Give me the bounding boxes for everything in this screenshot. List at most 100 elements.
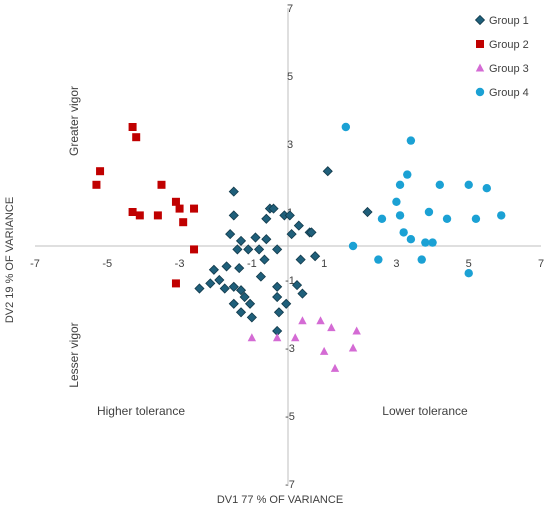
- group-2-point: [157, 180, 166, 189]
- group-2-point: [175, 204, 184, 213]
- group-4-point: [374, 255, 383, 264]
- group-3-point: [298, 316, 307, 325]
- annotation-higher-tolerance: Higher tolerance: [97, 404, 185, 418]
- group-3-point: [316, 316, 325, 325]
- group-3-point: [272, 333, 282, 342]
- group-4-point: [403, 170, 412, 179]
- group-2-legend-marker: [476, 40, 484, 48]
- group-1-point: [286, 229, 297, 240]
- group-1-point: [235, 285, 247, 296]
- x-tick-label: -1: [247, 258, 257, 270]
- x-tick-labels: -7 -5 -3 -1 1 3 5 7: [30, 258, 544, 270]
- legend: Group 1 Group 2 Group 3 Group 4: [474, 14, 529, 99]
- group-4-point: [428, 238, 437, 247]
- group-1-point: [246, 312, 257, 323]
- group-1-point: [268, 203, 279, 214]
- group-4-point: [442, 214, 452, 223]
- annotation-lower-tolerance: Lower tolerance: [382, 404, 468, 418]
- group-1-point: [293, 220, 304, 231]
- group-1-point: [272, 281, 283, 292]
- x-tick-label: -3: [175, 258, 185, 270]
- group-4-point: [424, 207, 434, 217]
- annotation-lesser-vigor: Lesser vigor: [67, 322, 81, 387]
- y-tick-label: -5: [285, 411, 295, 423]
- group-4-point: [341, 122, 351, 132]
- x-tick-label: 7: [538, 258, 544, 270]
- group-2-point: [96, 167, 105, 176]
- group-1-point: [228, 210, 239, 221]
- data-points: [92, 122, 506, 372]
- group-1-point: [208, 264, 219, 275]
- group-3-point: [327, 323, 336, 332]
- y-tick-label: -1: [285, 275, 295, 287]
- group-4-point: [417, 255, 426, 264]
- group-1-point: [273, 307, 285, 318]
- group-4-point: [406, 235, 416, 244]
- x-tick-label: -5: [102, 258, 112, 270]
- group-4-point: [497, 211, 506, 220]
- y-tick-label: -7: [285, 479, 295, 491]
- group-1-point: [225, 229, 236, 240]
- group-4-point: [471, 214, 481, 223]
- group-4-point: [399, 228, 408, 237]
- group-1-point: [243, 244, 254, 255]
- group-4-point: [395, 180, 405, 189]
- group-3-legend-marker: [475, 63, 485, 72]
- group-1-point: [255, 271, 266, 282]
- group-1-point: [194, 283, 205, 294]
- group-1-point: [219, 283, 230, 294]
- x-tick-label: -7: [30, 258, 40, 270]
- group-4-point: [464, 180, 473, 189]
- group-1-point: [232, 244, 243, 255]
- group-2-legend-label: Group 2: [489, 39, 529, 51]
- group-4-point: [395, 211, 405, 220]
- group-2-point: [153, 211, 162, 220]
- group-4-legend-marker: [475, 87, 485, 97]
- group-3-point: [348, 343, 358, 352]
- x-tick-label: 5: [466, 258, 472, 270]
- group-4-point: [377, 214, 387, 223]
- group-4-point: [464, 269, 473, 278]
- group-1-point: [272, 244, 283, 255]
- group-4-point: [392, 197, 401, 206]
- group-1-legend-marker: [474, 14, 486, 26]
- group-1-point: [254, 244, 265, 255]
- group-2-point: [128, 123, 137, 131]
- x-tick-label: 1: [321, 258, 327, 270]
- y-tick-label: -3: [285, 343, 295, 355]
- axes: [35, 8, 541, 484]
- group-1-point: [295, 254, 306, 265]
- group-2-point: [92, 180, 101, 189]
- group-1-point: [261, 234, 272, 245]
- group-1-point: [235, 307, 247, 318]
- group-1-legend-label: Group 1: [489, 15, 529, 27]
- group-3-point: [247, 333, 257, 342]
- x-axis-title: DV1 77 % OF VARIANCE: [217, 494, 343, 506]
- group-1-point: [234, 263, 245, 274]
- group-1-point: [250, 232, 261, 243]
- group-3-point: [330, 363, 340, 372]
- y-axis-title: DV2 19 % OF VARIANCE: [4, 197, 16, 323]
- group-3-legend-label: Group 3: [489, 63, 529, 75]
- group-2-point: [179, 218, 188, 227]
- group-2-point: [132, 133, 141, 142]
- group-2-point: [171, 197, 180, 206]
- group-4-legend-label: Group 4: [489, 87, 529, 99]
- group-1-point: [235, 235, 247, 246]
- group-1-point: [272, 291, 283, 303]
- group-4-point: [482, 184, 491, 193]
- group-2-point: [171, 279, 180, 288]
- group-1-point: [306, 227, 317, 238]
- group-2-point: [190, 204, 199, 213]
- group-3-point: [319, 346, 329, 355]
- x-tick-label: 3: [393, 258, 399, 270]
- group-1-point: [221, 261, 232, 272]
- group-1-point: [214, 274, 225, 286]
- group-2-point: [190, 245, 199, 254]
- y-tick-label: 3: [287, 139, 293, 151]
- annotation-greater-vigor: Greater vigor: [67, 86, 81, 156]
- group-3-point: [291, 333, 300, 342]
- group-1-point: [284, 210, 295, 221]
